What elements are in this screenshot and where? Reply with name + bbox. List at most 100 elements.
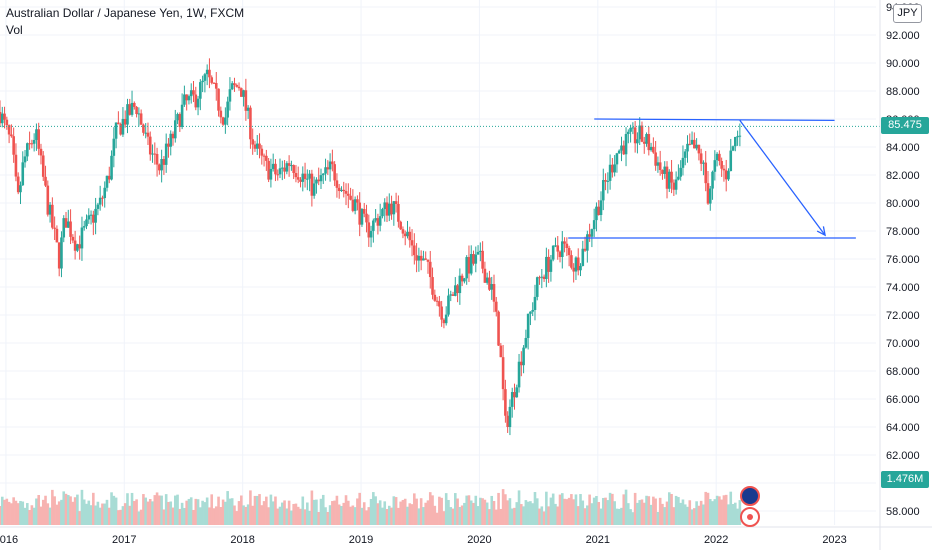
candle-body (513, 392, 516, 398)
candle-body (615, 153, 619, 165)
volume-bar (613, 501, 616, 525)
volume-bar (590, 503, 594, 525)
candle-body (554, 245, 557, 247)
y-tick-label: 78.000 (886, 226, 920, 238)
candle-body (251, 139, 254, 145)
candle-body (617, 150, 621, 154)
candle-body (590, 229, 594, 237)
volume-bar (340, 506, 343, 525)
candle-body (71, 236, 75, 241)
volume-bar (520, 504, 523, 525)
volume-bar (255, 495, 259, 525)
volume-bar (690, 509, 694, 525)
volume-bar (713, 499, 717, 525)
candle-body (645, 134, 648, 144)
candle-body (267, 160, 270, 180)
candle-body (260, 148, 264, 156)
volume-bar (358, 492, 361, 525)
candle-body (105, 175, 109, 188)
candle-body (169, 133, 173, 147)
volume-bar (731, 504, 735, 525)
candle-body (392, 201, 396, 215)
volume-bar (296, 506, 300, 525)
volume-bar (372, 492, 375, 525)
candle-body (501, 357, 505, 390)
volume-bar (44, 495, 47, 525)
candle-body (526, 313, 530, 338)
volume-bar (185, 500, 188, 525)
candle-body (180, 104, 184, 127)
volume-bar (347, 500, 350, 525)
candle-body (142, 124, 145, 133)
currency-badge[interactable]: JPY (893, 4, 922, 23)
volume-bar (483, 499, 487, 525)
volume-bar (360, 507, 364, 525)
candle-body (30, 143, 34, 145)
candle-body (633, 127, 637, 144)
volume-bar (258, 494, 261, 525)
candle-body (592, 220, 596, 230)
volume-bar (171, 507, 175, 525)
volume-bar (624, 489, 628, 525)
volume-bar (32, 507, 36, 525)
volume-bar (447, 499, 450, 525)
candle-body (358, 202, 361, 225)
volume-bar (724, 494, 728, 525)
candle-body (688, 143, 692, 145)
volume-bar (192, 509, 195, 525)
event-marker-icon[interactable] (740, 507, 760, 527)
candle-body (10, 134, 13, 137)
volume-bar (608, 492, 612, 525)
candle-body (226, 101, 229, 118)
volume-bar (178, 508, 182, 525)
candle-body (718, 153, 721, 162)
candle-body (344, 191, 348, 194)
volume-bar (526, 501, 530, 525)
candle-body (21, 162, 25, 186)
candle-body (189, 90, 193, 97)
candle-body (365, 213, 368, 223)
volume-bar (633, 492, 637, 525)
volume-bar (335, 495, 339, 525)
candle-body (324, 167, 327, 174)
candle-body (424, 258, 428, 260)
volume-bar (306, 502, 309, 525)
volume-bar (490, 495, 494, 525)
candle-body (565, 243, 569, 248)
volume-bar (444, 493, 448, 525)
candle-body (280, 167, 284, 169)
volume-bar (183, 507, 186, 525)
candle-body (547, 256, 550, 272)
candle-body (597, 206, 601, 216)
volume-bar (342, 502, 346, 525)
candle-body (335, 180, 339, 188)
candle-body (549, 259, 553, 272)
candle-body (465, 257, 468, 279)
candle-body (294, 173, 298, 178)
projection-arrow (739, 120, 826, 236)
volume-bar (727, 504, 730, 525)
candle-body (285, 163, 289, 172)
candle-body (576, 257, 580, 271)
volume-bar (485, 502, 489, 525)
candle-body (649, 146, 653, 151)
candle-body (48, 204, 52, 215)
volume-bar (98, 507, 102, 525)
volume-bar (369, 498, 373, 525)
candle-body (567, 247, 571, 256)
volume-bar (194, 498, 198, 525)
volume-bar (408, 503, 412, 525)
candle-body (114, 122, 118, 139)
candle-body (57, 242, 61, 269)
volume-bar (351, 505, 355, 525)
volume-bar (538, 508, 541, 525)
candle-body (82, 226, 86, 228)
volume-bar (294, 503, 298, 525)
volume-bar (374, 496, 377, 525)
candle-body (378, 216, 382, 226)
candle-body (19, 185, 22, 193)
australia-flag-icon[interactable] (740, 486, 760, 506)
candle-body (520, 361, 523, 366)
volume-bar (326, 511, 330, 525)
